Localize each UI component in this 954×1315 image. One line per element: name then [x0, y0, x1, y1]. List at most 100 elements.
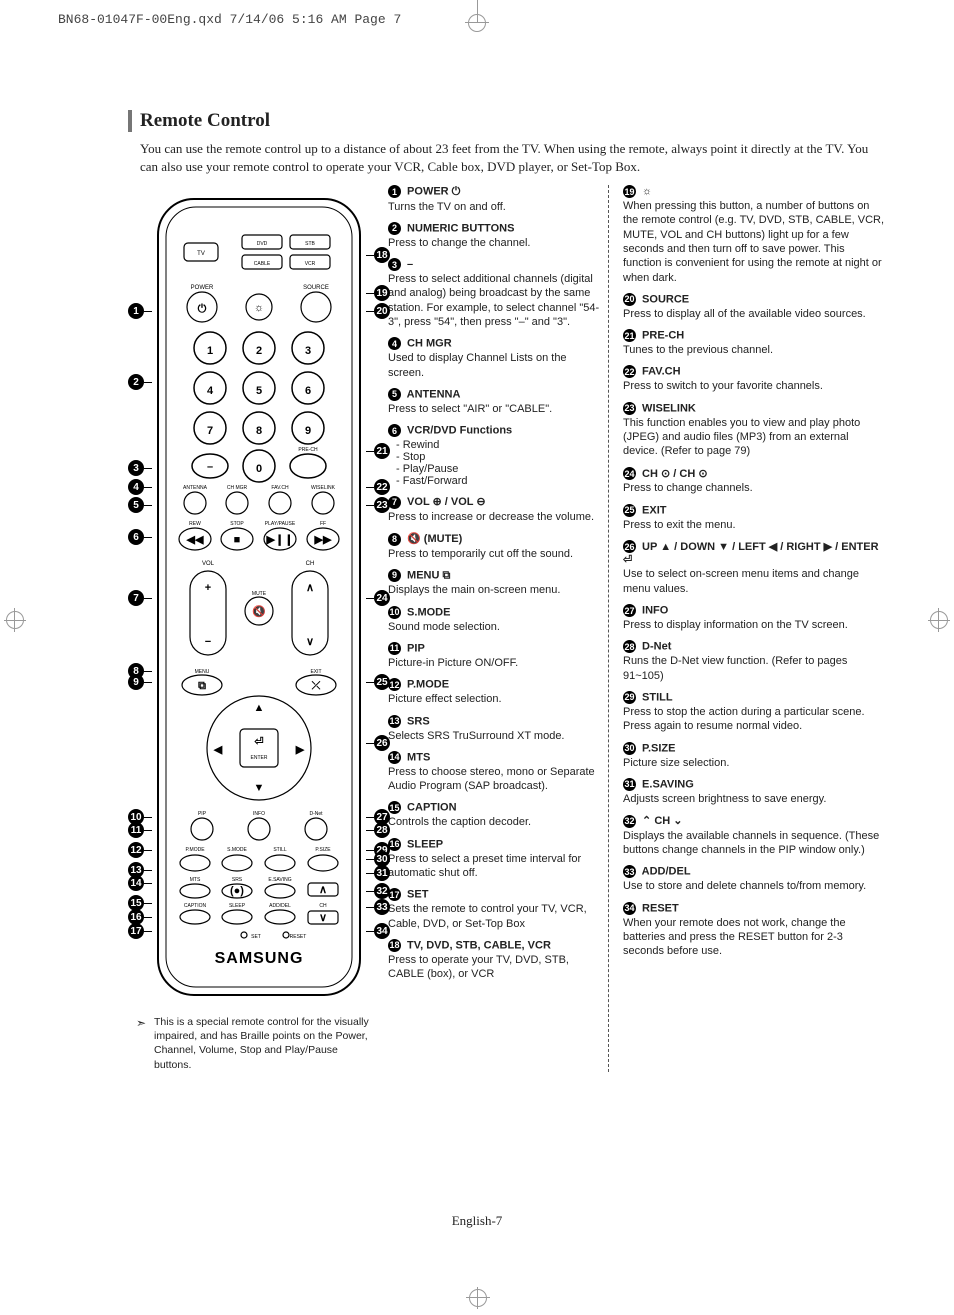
page-content: Remote Control You can use the remote co… — [128, 110, 886, 1245]
callout-number: 34 — [623, 902, 636, 915]
callout-dot: 3 — [128, 460, 144, 476]
callout-dot: 34 — [374, 923, 390, 939]
svg-text:2: 2 — [256, 345, 262, 357]
desc-heading: CH ⊙ / CH ⊙ — [639, 468, 708, 480]
desc-heading: MTS — [404, 751, 430, 763]
desc-heading: ANTENNA — [404, 388, 460, 400]
desc-item: 26 UP ▲ / DOWN ▼ / LEFT ◀ / RIGHT ▶ / EN… — [623, 540, 886, 596]
svg-text:−: − — [205, 636, 211, 648]
callout-dot: 7 — [128, 590, 144, 606]
svg-text:☼: ☼ — [254, 302, 264, 314]
svg-text:7: 7 — [207, 425, 213, 437]
callout-number: 6 — [388, 424, 401, 437]
svg-text:VCR: VCR — [305, 261, 316, 267]
callout-dot: 5 — [128, 497, 144, 513]
desc-heading: VOL ⊕ / VOL ⊖ — [404, 496, 486, 508]
desc-body: Press to increase or decrease the volume… — [388, 510, 600, 524]
reg-mark — [468, 14, 486, 32]
desc-heading: WISELINK — [639, 402, 696, 414]
callout-number: 11 — [388, 642, 401, 655]
svg-text:S.MODE: S.MODE — [227, 847, 247, 853]
svg-text:FAV.CH: FAV.CH — [271, 485, 289, 491]
callout-number: 13 — [388, 715, 401, 728]
svg-text:MENU: MENU — [195, 669, 210, 675]
svg-text:ADD/DEL: ADD/DEL — [269, 903, 291, 909]
desc-heading: VCR/DVD Functions — [404, 425, 512, 437]
callout-dot: 21 — [374, 443, 390, 459]
svg-text:1: 1 — [207, 345, 213, 357]
desc-item: 32 ⌃ CH ⌄Displays the available channels… — [623, 814, 886, 857]
callout-number: 7 — [388, 496, 401, 509]
desc-heading: E.SAVING — [639, 778, 694, 790]
svg-text:DVD: DVD — [257, 241, 268, 247]
callout-number: 3 — [388, 258, 401, 271]
svg-text:∧: ∧ — [319, 884, 327, 896]
svg-text:■: ■ — [234, 534, 241, 546]
desc-heading: MENU ⧉ — [404, 569, 450, 581]
callout-dot: 24 — [374, 590, 390, 606]
svg-text:4: 4 — [207, 385, 214, 397]
callout-number: 14 — [388, 751, 401, 764]
desc-heading: EXIT — [639, 504, 667, 516]
columns: 1234567891011121314151617 18192021222324… — [128, 185, 886, 1072]
svg-text:+: + — [205, 582, 211, 594]
callout-dot: 1 — [128, 303, 144, 319]
callout-dot: 33 — [374, 899, 390, 915]
svg-text:POWER: POWER — [191, 285, 214, 291]
desc-heading: P.SIZE — [639, 742, 675, 754]
svg-text:RESET: RESET — [290, 934, 307, 940]
desc-item: 17 SETSets the remote to control your TV… — [388, 888, 600, 931]
desc-heading: RESET — [639, 902, 679, 914]
svg-text:SET: SET — [251, 934, 261, 940]
desc-heading: UP ▲ / DOWN ▼ / LEFT ◀ / RIGHT ▶ / ENTER… — [623, 541, 879, 567]
desc-heading: P.MODE — [404, 679, 449, 691]
desc-body: Press to select additional channels (dig… — [388, 272, 600, 329]
svg-text:3: 3 — [305, 345, 311, 357]
desc-item: 16 SLEEPPress to select a preset time in… — [388, 838, 600, 881]
callout-dot: 17 — [128, 923, 144, 939]
svg-text:CH MGR: CH MGR — [227, 485, 248, 491]
desc-item: 28 D-NetRuns the D-Net view function. (R… — [623, 640, 886, 683]
svg-text:STOP: STOP — [230, 521, 244, 527]
svg-text:INFO: INFO — [253, 811, 265, 817]
svg-text:◀◀: ◀◀ — [186, 534, 204, 546]
desc-body: Displays the main on-screen menu. — [388, 583, 600, 597]
svg-text:TV: TV — [197, 251, 205, 257]
desc-item: 33 ADD/DELUse to store and delete channe… — [623, 865, 886, 893]
desc-item: 29 STILLPress to stop the action during … — [623, 691, 886, 734]
callout-number: 10 — [388, 606, 401, 619]
callout-number: 2 — [388, 222, 401, 235]
remote-svg: TV DVD STB CABLE VCR POWER ⏻ ☼ SOURCE — [152, 193, 366, 1001]
callout-dot: 19 — [374, 285, 390, 301]
callout-number: 29 — [623, 691, 636, 704]
desc-body: When your remote does not work, change t… — [623, 916, 886, 959]
svg-text:MUTE: MUTE — [252, 591, 267, 597]
desc-item: 4 CH MGRUsed to display Channel Lists on… — [388, 337, 600, 380]
desc-body: Press to switch to your favorite channel… — [623, 379, 886, 393]
desc-item: 6 VCR/DVD Functions RewindStopPlay/PauseF… — [388, 424, 600, 487]
desc-item: 7 VOL ⊕ / VOL ⊖ Press to increase or decr… — [388, 495, 600, 524]
desc-body: Picture-in Picture ON/OFF. — [388, 656, 600, 670]
svg-text:🔇: 🔇 — [252, 605, 266, 618]
svg-text:CAPTION: CAPTION — [184, 903, 207, 909]
section-title-bar: Remote Control — [128, 110, 886, 132]
desc-sublist: RewindStopPlay/PauseFast/Forward — [396, 439, 600, 487]
svg-text:⏎: ⏎ — [253, 736, 263, 748]
callout-number: 8 — [388, 533, 401, 546]
desc-item: 11 PIPPicture-in Picture ON/OFF. — [388, 642, 600, 670]
remote-column: 1234567891011121314151617 18192021222324… — [128, 185, 374, 1072]
svg-text:ENTER: ENTER — [251, 755, 268, 761]
callout-number: 31 — [623, 778, 636, 791]
svg-text:E.SAVING: E.SAVING — [268, 877, 291, 883]
desc-body: Use to store and delete channels to/from… — [623, 879, 886, 893]
desc-body: Press to stop the action during a partic… — [623, 705, 886, 734]
reg-mark — [477, 1287, 478, 1309]
callout-number: 15 — [388, 801, 401, 814]
desc-body: Picture size selection. — [623, 756, 886, 770]
desc-item: 12 P.MODEPicture effect selection. — [388, 678, 600, 706]
svg-text:▲: ▲ — [254, 702, 265, 714]
svg-text:REW: REW — [189, 521, 201, 527]
svg-text:MTS: MTS — [190, 877, 201, 883]
desc-item: 14 MTSPress to choose stereo, mono or Se… — [388, 751, 600, 794]
desc-body: Controls the caption decoder. — [388, 815, 600, 829]
